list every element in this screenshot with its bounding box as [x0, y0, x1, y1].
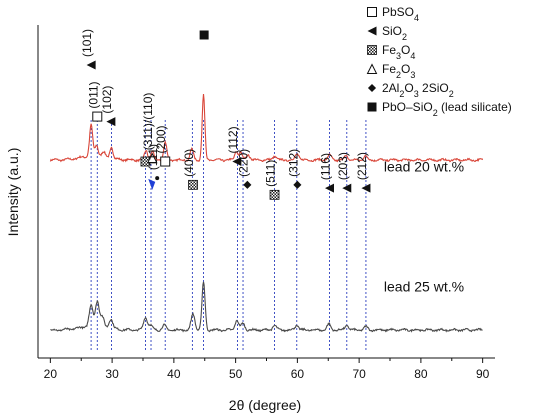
legend-entry-label: Fe3O4: [382, 43, 415, 61]
series-layer: [49, 94, 484, 333]
legend-text-part: O: [404, 81, 413, 95]
legend-text-part: O: [401, 62, 410, 76]
series-line-lead-20: [49, 94, 484, 163]
x-tick-label: 20: [44, 367, 58, 381]
dot-icon: [155, 176, 160, 181]
peak-label: (200): [154, 126, 168, 154]
filled-triangle-icon: [232, 157, 242, 167]
legend-text-part: PbSO: [382, 5, 414, 19]
peak-label: (212): [355, 152, 369, 180]
peak-label: (102): [100, 86, 114, 114]
peak-label: (203): [336, 152, 350, 180]
legend-subscript: 2: [399, 89, 404, 99]
x-tick-label: 80: [414, 367, 428, 381]
legend-text-part: PbO–SiO: [382, 100, 433, 114]
peak-label: (101): [80, 29, 94, 57]
peak-label: (112): [226, 126, 240, 153]
peak-label: (400): [182, 149, 196, 177]
axes: [37, 25, 495, 359]
legend-entry-label: 2Al2O3 2SiO2: [382, 81, 454, 99]
filled-triangle-icon: [342, 183, 352, 193]
series-line-lead-25: [50, 281, 483, 333]
x-tick-label: 60: [291, 367, 305, 381]
filled-triangle-icon: [86, 60, 96, 70]
filled-triangle-icon: [367, 26, 377, 36]
y-axis-title: Intensity (a.u.): [5, 148, 21, 237]
open-square-icon: [367, 7, 377, 17]
diamond-icon: [293, 180, 302, 189]
peak-annotations: (101) (011) (102) (311)/(110)(111)(200) (400…: [80, 29, 371, 200]
hatched-square-icon: [367, 45, 377, 55]
hatched-square-icon: [188, 179, 198, 190]
peak-label: (312): [286, 149, 300, 177]
legend-subscript: 2: [396, 70, 401, 80]
legend-entry-label: Fe2O3: [382, 62, 415, 80]
legend-entry-label: PbO–SiO2 (lead silicate): [382, 100, 512, 118]
legend-subscript: 3: [396, 51, 401, 61]
x-tick-label: 70: [352, 367, 366, 381]
legend-text-part: Fe: [382, 43, 396, 57]
open-triangle-icon: [146, 152, 158, 164]
legend-subscript: 2: [402, 32, 407, 42]
filled-triangle-icon: [324, 183, 334, 193]
legend-subscript: 4: [410, 51, 415, 61]
peak-label: (220): [236, 149, 250, 177]
filled-triangle-icon: [361, 183, 371, 193]
legend-text-part: (lead silicate): [438, 100, 512, 114]
x-tick-label: 90: [476, 367, 490, 381]
x-tick-label: 40: [167, 367, 181, 381]
series-label: lead 25 wt.%: [384, 278, 464, 294]
x-axis-title: 2θ (degree): [229, 397, 301, 413]
legend-subscript: 2: [433, 108, 438, 118]
reference-lines: [90, 120, 367, 352]
peak-label: (511): [264, 160, 278, 187]
x-tick-label: 50: [229, 367, 243, 381]
legend-text-part: Fe: [382, 62, 396, 76]
legend-entry-label: PbSO4: [382, 5, 419, 23]
open-square-icon: [160, 156, 171, 167]
legend-entry-label: SiO2: [382, 24, 407, 42]
peak-label: (111): [146, 144, 160, 170]
filled-square-icon: [199, 30, 209, 40]
x-tick-label: 30: [105, 367, 119, 381]
series-labels: lead 20 wt.% lead 25 wt.%: [384, 159, 464, 295]
legend-subscript: 3: [414, 89, 419, 99]
open-square-icon: [92, 111, 103, 122]
series-label: lead 20 wt.%: [384, 159, 464, 175]
legend-text-part: O: [401, 43, 410, 57]
legend-subscript: 3: [410, 70, 415, 80]
legend-text-part: 2SiO: [419, 81, 449, 95]
peak-label: (311)/(110): [141, 93, 155, 151]
diamond-icon: [367, 83, 377, 93]
legend-subscript: 4: [414, 13, 419, 23]
filled-square-icon: [367, 102, 377, 112]
filled-triangle-icon: [106, 117, 116, 127]
x-tick-group: 20 30 40 50 60 70 80 90: [44, 358, 490, 381]
legend-text-part: 2Al: [382, 81, 399, 95]
peak-label: (116): [318, 153, 332, 180]
legend-subscript: 2: [449, 89, 454, 99]
diamond-icon: [243, 180, 252, 189]
blue-arrow-icon: [148, 178, 156, 190]
peak-label: (011): [86, 81, 100, 108]
open-triangle-icon: [366, 63, 378, 74]
hatched-square-icon: [269, 189, 280, 200]
legend-text-part: SiO: [382, 24, 402, 38]
